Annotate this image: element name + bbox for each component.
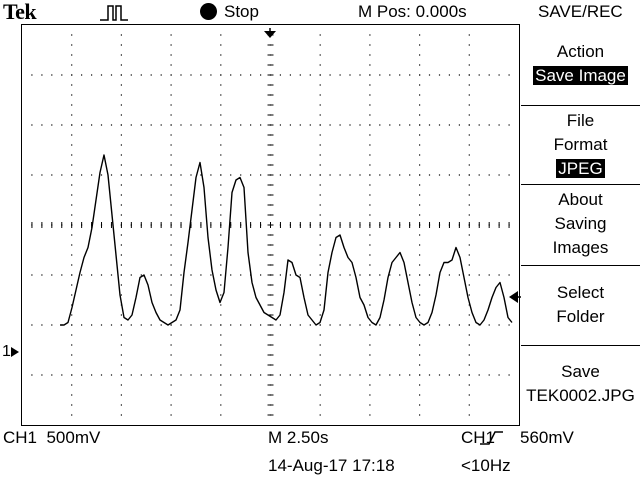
menu-file-format-button[interactable]: File Format JPEG (521, 109, 640, 181)
menu-select-folder-button[interactable]: Select Folder (521, 281, 640, 329)
menu-save-label: Save (561, 362, 600, 381)
rising-edge-icon (480, 431, 503, 445)
menu-about-label-2: Saving (554, 214, 607, 233)
menu-action-value: Save Image (533, 66, 628, 85)
menu-about-label-3: Images (552, 238, 609, 257)
ch1-waveform-trace (60, 154, 513, 326)
ch1-ground-marker-icon (11, 347, 19, 357)
menu-action-label: Action (556, 42, 605, 61)
menu-action-button[interactable]: Action Save Image (521, 40, 640, 88)
menu-file-format-label-1: File (566, 111, 595, 130)
menu-file-format-value: JPEG (556, 159, 605, 178)
ch1-scale-readout: CH1 500mV (3, 428, 101, 447)
menu-about-saving-images-button[interactable]: About Saving Images (521, 188, 640, 260)
menu-divider (521, 345, 640, 346)
menu-divider (521, 105, 640, 106)
menu-about-label-1: About (558, 190, 603, 209)
frequency-readout: <10Hz (461, 456, 511, 475)
run-state-label: Stop (224, 2, 259, 21)
graticule-grid (31, 34, 510, 416)
menu-save-filename: TEK0002.JPG (526, 386, 635, 405)
trigger-position-arrow-icon (264, 31, 276, 38)
pulse-icon (100, 5, 128, 21)
menu-divider (521, 265, 640, 266)
menu-select-folder-label-1: Select (556, 283, 605, 302)
timestamp-readout: 14-Aug-17 17:18 (268, 456, 395, 475)
time-scale-readout: M 2.50s (268, 428, 329, 447)
menu-save-button[interactable]: Save TEK0002.JPG (521, 360, 640, 408)
tek-logo: Tek (3, 0, 37, 24)
menu-select-folder-label-2: Folder (556, 307, 605, 326)
menu-divider (521, 184, 640, 185)
menu-title: SAVE/REC (538, 2, 623, 21)
trigger-level-readout: 560mV (520, 428, 574, 447)
menu-file-format-label-2: Format (553, 135, 608, 154)
trigger-source-readout: CH1 (461, 428, 496, 447)
ch1-ground-marker-label: 1 (2, 343, 11, 360)
graticule-center-ticks (31, 34, 510, 416)
graticule-border (21, 24, 520, 426)
stop-dot-icon (200, 3, 217, 20)
horizontal-position-readout: M Pos: 0.000s (358, 2, 467, 21)
